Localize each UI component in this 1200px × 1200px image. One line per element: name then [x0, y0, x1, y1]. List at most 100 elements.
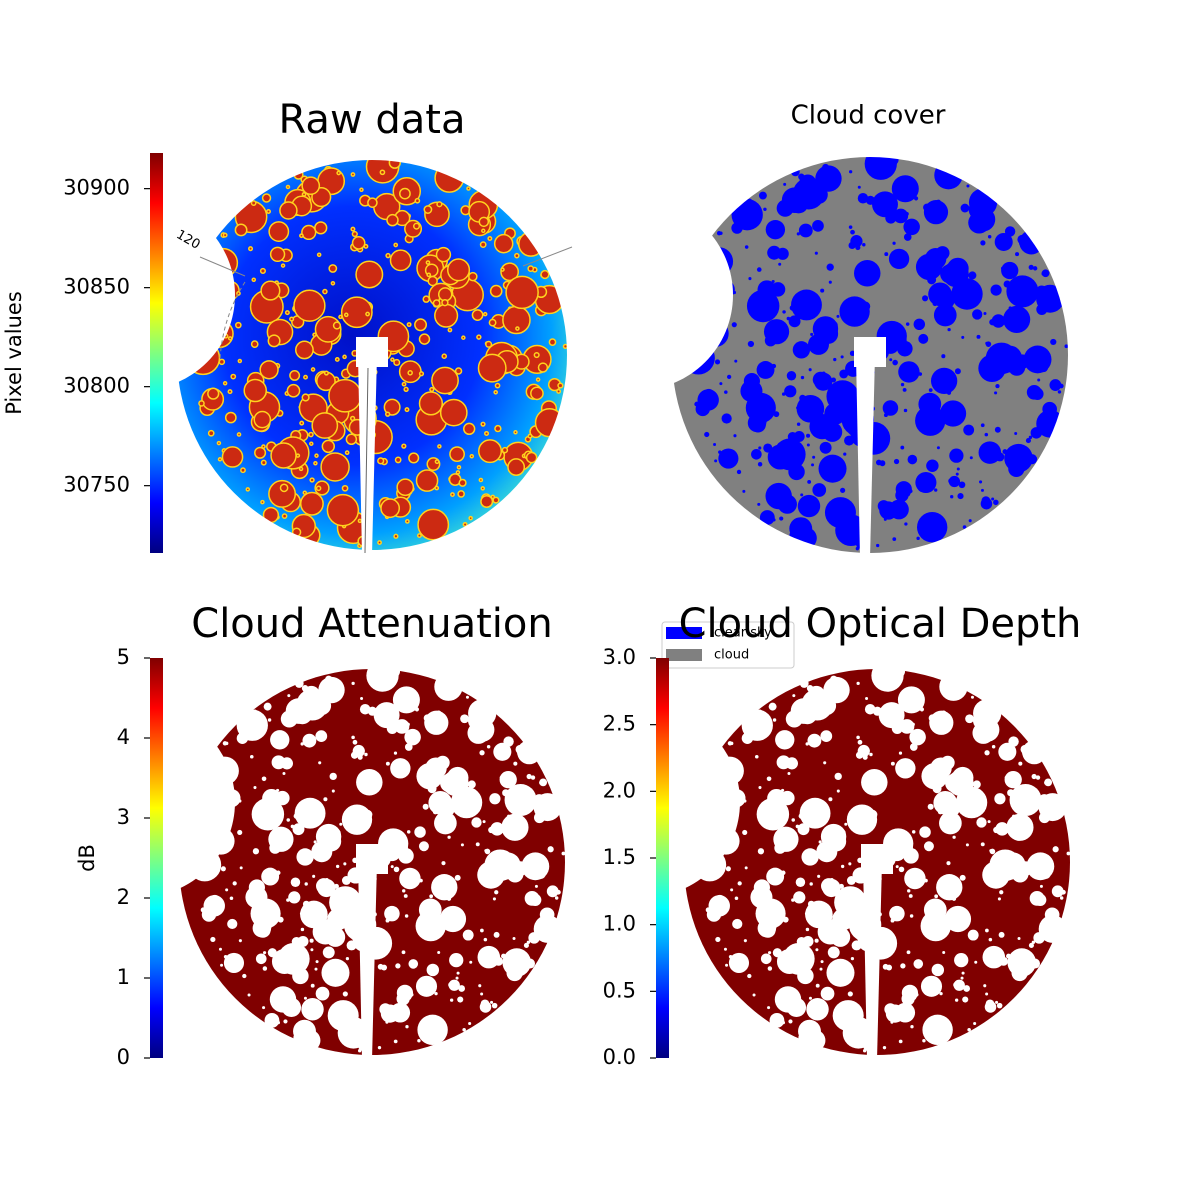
cloud-blob [385, 761, 390, 766]
cloud-blob [744, 866, 748, 870]
cloud-blob [1017, 937, 1021, 941]
cloud-blob [807, 900, 815, 908]
cloud-blob [911, 830, 916, 834]
cloud-blob [1041, 269, 1050, 278]
cloud-blob [198, 400, 205, 407]
cloud-blob [377, 963, 384, 970]
cloud-blob [255, 953, 267, 965]
cloud-blob [968, 519, 972, 523]
cloud-blob [838, 829, 846, 837]
cloud-blob [441, 807, 448, 814]
cloud-blob [973, 1021, 977, 1026]
cloud-blob [899, 719, 915, 734]
cloud-blob [976, 334, 981, 339]
cloud-blob [480, 928, 484, 933]
cloud-blob [999, 890, 1004, 895]
cloud-blob [314, 221, 328, 235]
cloud-blob [851, 940, 862, 951]
cloud-blob [813, 488, 818, 493]
cloud-blob [834, 772, 842, 781]
cloud-blob [458, 478, 467, 487]
cloud-blob [725, 866, 731, 872]
cloud-blob [533, 794, 545, 805]
cloud-blob [795, 824, 800, 829]
cloud-blob [758, 785, 762, 790]
cloud-blob [944, 905, 972, 933]
cloud-blob [507, 458, 526, 476]
cloud-blob [968, 199, 989, 220]
cloud-blob [471, 817, 482, 828]
cloud-blob [561, 851, 566, 856]
cloud-blob [807, 685, 825, 704]
cloud-blob [394, 719, 410, 734]
cloud-blob [434, 303, 459, 328]
cloud-blob [1061, 889, 1066, 895]
cloud-blob [885, 212, 897, 224]
cloud-blob [904, 697, 915, 708]
cloud-blob [299, 491, 324, 516]
cloud-blob [907, 454, 918, 465]
cloud-blob [961, 971, 965, 975]
cloud-blob [313, 460, 318, 466]
cloud-blob [865, 696, 869, 700]
cloud-blob [815, 948, 819, 952]
cloud-blob [996, 1002, 1003, 1009]
cloud-blob [776, 199, 794, 217]
cloud-blob [1022, 740, 1047, 765]
cloud-blob [995, 822, 1009, 836]
cloud-blob [1025, 438, 1031, 444]
cloud-blob [269, 246, 286, 263]
cloud-blob [434, 811, 457, 835]
cloud-blob [557, 382, 564, 389]
cloud-blob [449, 998, 454, 1002]
cloud-blob [776, 948, 802, 974]
cloud-blob [905, 322, 910, 326]
cloud-blob [417, 1014, 448, 1046]
cloud-blob [840, 864, 845, 869]
cloud-blob [187, 340, 197, 350]
cloud-blob [786, 316, 791, 321]
cloud-blob [341, 804, 373, 835]
cloud-blob [925, 259, 929, 263]
cloud-blob [991, 497, 995, 501]
cloud-blob [934, 488, 938, 492]
cloud-blob [898, 1039, 903, 1044]
cloud-blob [871, 892, 877, 898]
cloud-blob [408, 452, 420, 464]
cloud-blob [207, 827, 235, 855]
cloud-blob [746, 289, 780, 323]
cloud-blob [230, 373, 237, 380]
cloud-blob [297, 960, 301, 964]
cloud-blob [1041, 869, 1051, 879]
cloud-blob [767, 788, 786, 808]
cloud-blob [898, 751, 903, 755]
cloud-blob [712, 827, 740, 855]
cloud-blob [547, 846, 554, 853]
cloud-blob [934, 461, 938, 465]
cloud-blob [950, 495, 954, 499]
colorbar-tick-label: 2 [117, 885, 130, 909]
cloud-blob [1028, 264, 1034, 270]
cloud-blob [295, 340, 314, 360]
cloud-blob [366, 892, 372, 898]
cloud-blob [480, 486, 486, 491]
cloud-blob [877, 912, 882, 917]
cloud-blob [365, 909, 370, 914]
cloud-blob [908, 894, 913, 898]
cloud-blob [535, 377, 541, 382]
cloud-blob [262, 966, 268, 971]
cloud-blob [434, 965, 439, 970]
cloud-blob [872, 191, 898, 218]
cloud-blob [785, 710, 803, 728]
cloud-blob [293, 169, 304, 180]
cloud-blob [505, 275, 539, 310]
cloud-blob [1014, 354, 1030, 370]
cloud-blob [791, 818, 795, 822]
polar-grid-line [522, 246, 573, 267]
cloud-blob [956, 467, 960, 471]
cloud-blob [1014, 431, 1018, 435]
cloud-blob [1066, 851, 1071, 856]
cloud-blob [435, 246, 452, 263]
cloud-blob [812, 316, 839, 342]
cloud-blob [864, 147, 897, 180]
